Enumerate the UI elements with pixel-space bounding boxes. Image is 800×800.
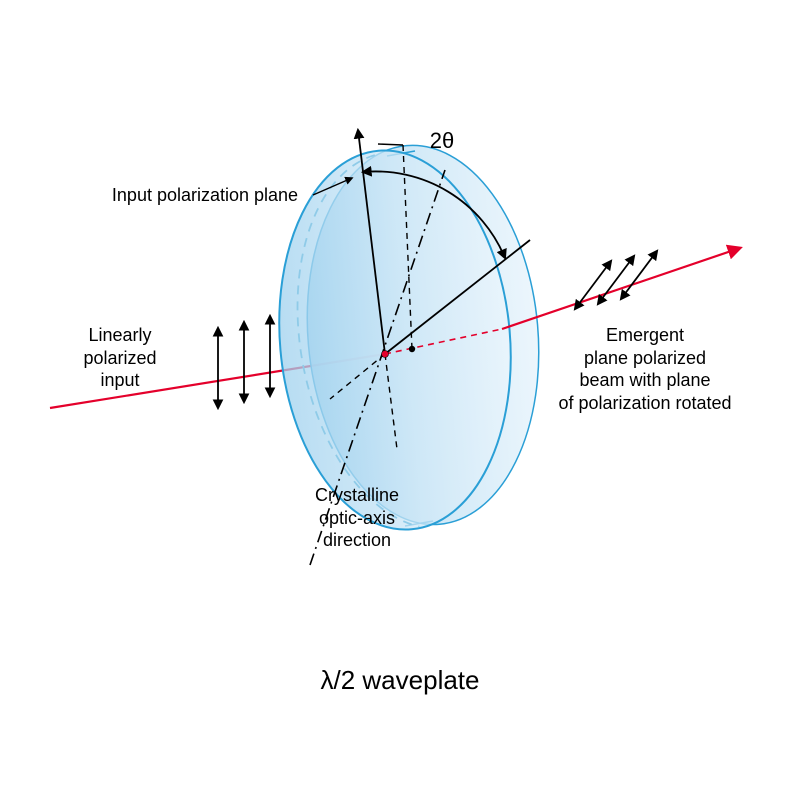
label-crystalline-optic-axis: Crystalline optic-axis direction [207,484,507,552]
label-two-theta: 2θ [292,127,592,155]
beam-output-segment [502,248,740,329]
diagram-title: λ/2 waveplate [250,664,550,697]
label-input-polarization-plane: Input polarization plane [55,184,355,207]
output-polarization-arrow-2 [621,251,657,299]
output-polarization-arrow-1 [598,256,634,304]
output-polarization-arrow-0 [575,261,611,309]
label-linearly-polarized-input: Linearly polarized input [0,324,270,392]
center-point-back [409,346,415,352]
label-emergent-beam: Emergent plane polarized beam with plane… [495,324,795,414]
center-point-front [382,351,389,358]
